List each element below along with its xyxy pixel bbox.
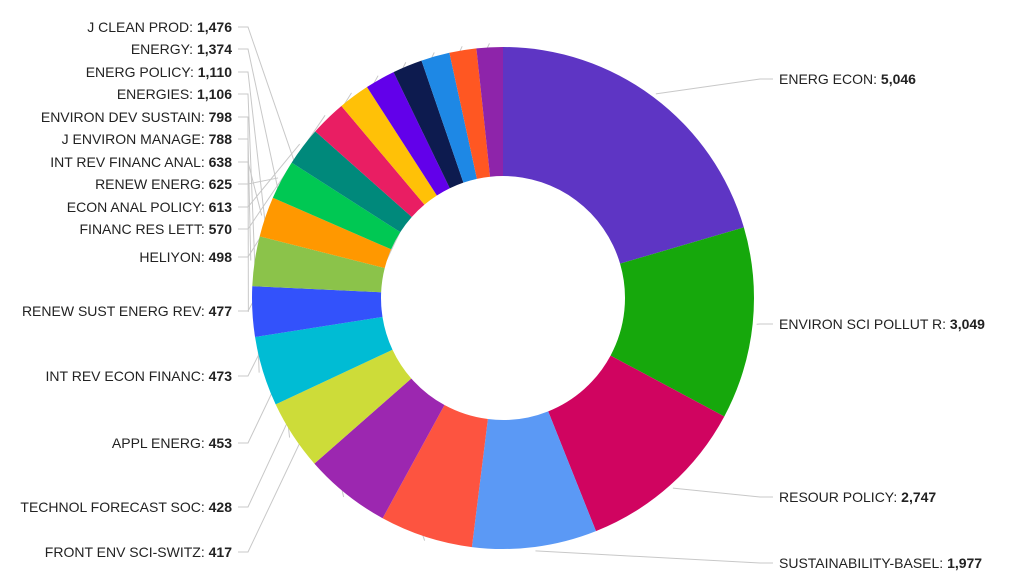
- slice-j-clean-prod: [382, 405, 488, 548]
- label-value: 1,374: [197, 41, 232, 57]
- slice-environ-sci-pollut-r: [610, 227, 755, 417]
- label-value: 798: [209, 109, 233, 125]
- label-value: 1,110: [198, 64, 232, 80]
- label-econ-anal-policy: ECON ANAL POLICY: 613: [67, 199, 232, 215]
- label-name: ENERG POLICY:: [86, 64, 198, 80]
- leader-energ-econ: [655, 78, 773, 95]
- label-front-env-sci-switz: FRONT ENV SCI-SWITZ: 417: [45, 544, 232, 560]
- leader-econ-anal-policy: [238, 143, 301, 208]
- leader-sustainability-basel: [535, 550, 773, 564]
- label-energy: ENERGY: 1,374: [131, 41, 232, 57]
- slice-renew-energ: [272, 162, 401, 250]
- slice-sustainability-basel: [471, 411, 596, 550]
- label-value: 5,046: [881, 71, 916, 87]
- label-value: 625: [209, 176, 233, 192]
- label-name: FRONT ENV SCI-SWITZ:: [45, 544, 209, 560]
- slice-int-rev-econ-financ: [393, 60, 464, 189]
- label-int-rev-financ-anal: INT REV FINANC ANAL: 638: [50, 154, 232, 170]
- slice-front-env-sci-switz: [476, 47, 503, 177]
- label-name: J CLEAN PROD:: [87, 19, 197, 35]
- label-renew-energ: RENEW ENERG: 625: [95, 176, 232, 192]
- label-value: 2,747: [901, 489, 936, 505]
- slice-labels: ENERG ECON: 5,046 ENVIRON SCI POLLUT R: 3…: [20, 19, 985, 571]
- label-energies: ENERGIES: 1,106: [117, 86, 232, 102]
- label-name: ECON ANAL POLICY:: [67, 199, 209, 215]
- label-j-clean-prod: J CLEAN PROD: 1,476: [87, 19, 232, 35]
- donut-slices: [252, 47, 755, 550]
- label-environ-dev-sustain: ENVIRON DEV SUSTAIN: 798: [41, 109, 232, 125]
- label-environ-sci-pollut-r: ENVIRON SCI POLLUT R: 3,049: [779, 316, 985, 332]
- leader-int-rev-financ-anal: [238, 161, 263, 216]
- label-j-environ-manage: J ENVIRON MANAGE: 788: [62, 131, 233, 147]
- label-financ-res-lett: FINANC RES LETT: 570: [80, 221, 233, 237]
- label-resour-policy: RESOUR POLICY: 2,747: [779, 489, 936, 505]
- label-name: RENEW SUST ENERG REV:: [22, 303, 209, 319]
- label-name: ENERG ECON:: [779, 71, 881, 87]
- label-value: 1,476: [197, 19, 232, 35]
- leader-environ-dev-sustain: [238, 116, 249, 312]
- label-value: 570: [209, 221, 233, 237]
- label-energ-policy: ENERG POLICY: 1,110: [86, 64, 233, 80]
- label-renew-sust-energ-rev: RENEW SUST ENERG REV: 477: [22, 303, 232, 319]
- slice-resour-policy: [548, 355, 725, 532]
- slice-int-rev-financ-anal: [259, 197, 392, 269]
- label-value: 638: [209, 154, 233, 170]
- leader-renew-energ: [238, 177, 279, 185]
- label-name: FINANC RES LETT:: [80, 221, 209, 237]
- slice-econ-anal-policy: [291, 131, 412, 233]
- slice-energ-policy: [275, 349, 412, 464]
- label-value: 498: [209, 249, 233, 265]
- slice-heliyon: [341, 87, 437, 205]
- label-appl-energ: APPL ENERG: 453: [112, 435, 232, 451]
- label-sustainability-basel: SUSTAINABILITY-BASEL: 1,977: [779, 555, 982, 571]
- label-name: APPL ENERG:: [112, 435, 209, 451]
- label-heliyon: HELIYON: 498: [139, 249, 232, 265]
- slice-j-environ-manage: [252, 236, 385, 293]
- leader-j-environ-manage: [238, 138, 252, 261]
- label-name: INT REV FINANC ANAL:: [50, 154, 208, 170]
- slice-financ-res-lett: [315, 105, 425, 218]
- slice-energies: [255, 316, 393, 405]
- label-value: 428: [209, 499, 233, 515]
- label-value: 477: [209, 303, 233, 319]
- slice-environ-dev-sustain: [252, 286, 383, 337]
- slice-technol-forecast-soc: [449, 48, 491, 179]
- slice-appl-energ: [421, 52, 477, 183]
- label-name: ENVIRON DEV SUSTAIN:: [41, 109, 209, 125]
- label-name: RESOUR POLICY:: [779, 489, 901, 505]
- slice-energy: [314, 378, 445, 519]
- label-value: 613: [209, 199, 233, 215]
- label-name: INT REV ECON FINANC:: [46, 368, 209, 384]
- label-name: TECHNOL FORECAST SOC:: [20, 499, 208, 515]
- label-name: ENERGIES:: [117, 86, 197, 102]
- label-name: ENERGY:: [131, 41, 197, 57]
- label-energ-econ: ENERG ECON: 5,046: [779, 71, 916, 87]
- label-name: ENVIRON SCI POLLUT R:: [779, 316, 950, 332]
- label-value: 3,049: [950, 316, 985, 332]
- leader-resour-policy: [672, 487, 773, 498]
- label-technol-forecast-soc: TECHNOL FORECAST SOC: 428: [20, 499, 232, 515]
- label-value: 1,106: [197, 86, 232, 102]
- label-value: 453: [209, 435, 233, 451]
- label-name: RENEW ENERG:: [95, 176, 209, 192]
- label-int-rev-econ-financ: INT REV ECON FINANC: 473: [46, 368, 233, 384]
- slice-energ-econ: [503, 47, 744, 264]
- label-value: 1,977: [947, 555, 982, 571]
- label-value: 417: [209, 544, 233, 560]
- slice-renew-sust-energ-rev: [366, 72, 450, 196]
- label-name: SUSTAINABILITY-BASEL:: [779, 555, 947, 571]
- label-name: HELIYON:: [139, 249, 208, 265]
- label-value: 473: [209, 368, 233, 384]
- label-name: J ENVIRON MANAGE:: [62, 131, 209, 147]
- label-value: 788: [209, 131, 233, 147]
